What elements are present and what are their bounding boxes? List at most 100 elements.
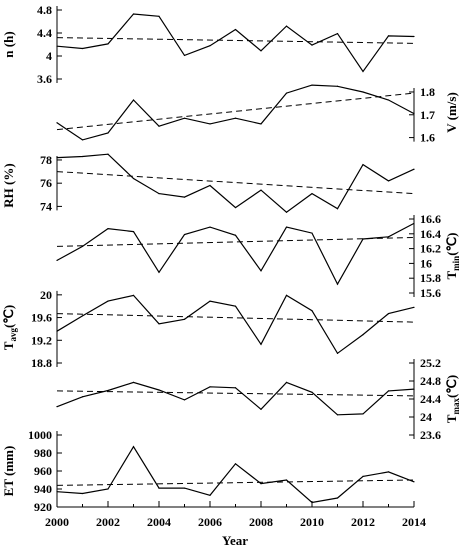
x-tick-label: 2014 [402,515,426,529]
data-point-Tmax [336,414,339,416]
y-tick-label-Tmin: 16 [420,256,432,270]
data-point-V [56,122,58,124]
data-point-V [311,84,313,86]
series-line-RH [56,153,415,213]
data-point-ET [81,492,84,495]
data-point-RH [260,189,262,191]
data-point-V [107,132,109,134]
data-point-n [413,35,415,38]
data-point-n [158,15,160,17]
x-tick-label: 2006 [198,515,222,529]
y-axis-title-main-Tmax: T [444,414,459,423]
y-tick-label-Tmax: 23.6 [420,428,441,442]
x-tick-label: 2000 [45,515,69,529]
y-tick-label-n: 4.4 [37,26,52,40]
y-axis-title-unit-Tmax: (℃) [444,375,459,398]
data-point-n [387,35,390,37]
data-point-Tavg [336,352,339,354]
data-point-ET [183,487,186,489]
y-tick-label-Tmax: 24.8 [420,374,441,388]
data-point-Tmin [413,222,415,225]
data-point-Tmax [158,389,160,391]
panel-V: 1.6 1.7 1.8 V (m/s) [56,84,459,145]
y-tick-label-n: 3.6 [37,72,52,86]
data-point-Tmax [132,381,135,383]
data-point-n [311,44,313,46]
data-point-n [336,32,339,35]
data-point-Tmax [56,406,58,408]
data-point-Tmax [362,413,364,415]
data-point-Tmax [285,381,288,383]
x-tick-label: 2008 [249,515,273,529]
data-point-Tmax [387,390,390,392]
y-axis-title-main-Tmin: T [444,270,459,279]
data-point-Tavg [311,310,313,312]
y-tick-label-n: 4.8 [37,3,52,17]
data-point-Tmin [336,283,339,285]
data-point-RH [209,184,211,187]
y-tick-label-RH: 74 [40,199,52,213]
y-tick-label-Tmax: 24.4 [420,392,441,406]
data-point-ET [132,446,135,448]
data-point-RH [311,193,313,195]
y-tick-label-V: 1.7 [420,108,435,122]
y-axis-title-Tmax: Tmax(℃) [444,375,461,423]
y-axis-title-Tavg: Tavg(℃) [1,305,18,350]
data-point-V [336,85,339,87]
y-axis-title-n: n (h) [1,31,16,57]
data-point-RH [285,211,288,213]
data-point-V [413,113,415,115]
data-point-Tavg [260,343,262,345]
data-point-ET [260,483,262,485]
y-axis-title-RH: RH (%) [1,163,16,207]
y-tick-label-Tmin: 16.4 [420,227,441,241]
x-tick-label: 2010 [300,515,324,529]
data-point-ET [234,463,237,465]
data-point-Tmax [107,389,109,392]
data-point-V [362,91,364,93]
data-point-ET [285,479,288,481]
x-axis: 2000 2002 2004 2006 2008 2010 2012 2014 Year [45,501,426,548]
y-tick-label-ET: 920 [34,500,52,514]
data-point-RH [387,180,390,182]
data-point-RH [132,177,135,180]
data-point-Tmin [285,226,288,228]
panel-Tavg: 18.8 19.2 19.6 20 Tavg(℃) [1,288,415,370]
y-tick-label-V: 1.6 [420,131,435,145]
data-point-n [209,45,211,47]
data-point-ET [56,491,58,493]
data-point-ET [107,488,109,490]
series-line-Tmin [56,222,415,286]
data-point-RH [336,208,339,210]
y-axis-title-unit-Tmin: (℃) [444,233,459,256]
y-tick-label-Tavg: 18.8 [31,356,52,370]
data-point-Tmax [81,396,84,398]
data-point-ET [336,497,339,499]
data-point-Tmax [183,399,186,401]
y-tick-label-RH: 76 [40,176,52,190]
y-tick-label-Tmin: 15.8 [420,271,441,285]
data-point-Tavg [209,300,211,302]
data-point-ET [413,481,415,483]
panel-RH: 74 76 78 RH (%) [1,153,415,213]
data-point-Tmin [311,232,313,234]
y-axis-title-ET: ET (mm) [1,446,16,497]
data-point-Tmax [260,408,262,410]
data-point-n [132,13,135,15]
data-point-n [107,43,109,45]
x-tick-label: 2002 [96,515,120,529]
trend-line-RH [56,171,415,195]
data-point-RH [234,206,237,209]
data-point-Tavg [234,305,237,307]
y-tick-label-ET: 940 [34,482,52,496]
data-point-Tmin [183,233,186,236]
data-point-Tmin [209,226,211,228]
data-point-Tavg [81,315,84,317]
y-axis-title-main-Tavg: T [1,341,16,350]
y-tick-label-Tmax: 24 [420,410,432,424]
y-axis-title-V: V (m/s) [444,92,459,133]
data-point-Tavg [56,330,58,332]
data-point-n [56,45,58,47]
